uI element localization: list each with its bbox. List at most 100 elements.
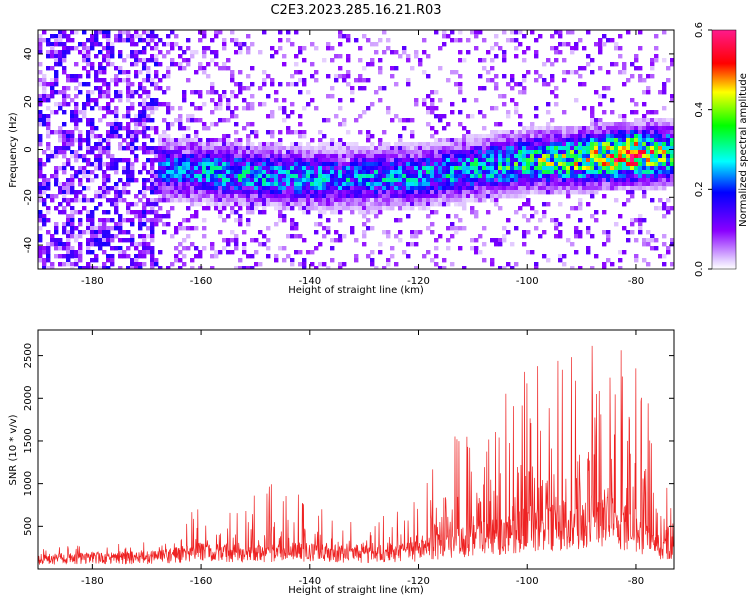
heatmap-cell-1363 bbox=[210, 150, 215, 155]
heatmap-cell-3242 bbox=[506, 138, 511, 143]
heatmap-cell-4260 bbox=[666, 146, 671, 151]
heatmap-cell-1223 bbox=[190, 154, 195, 159]
heatmap-cell-236 bbox=[66, 142, 71, 147]
heatmap-cell-1692 bbox=[254, 202, 259, 207]
heatmap-cell-1014 bbox=[162, 90, 167, 95]
heatmap-cell-2403 bbox=[366, 254, 371, 259]
heatmap-cell-46 bbox=[42, 94, 47, 99]
heatmap-cell-2809 bbox=[434, 202, 439, 207]
heatmap-cell-1565 bbox=[238, 86, 243, 91]
heatmap-cell-3940 bbox=[618, 122, 623, 127]
heatmap-cell-2494 bbox=[382, 182, 387, 187]
heatmap-cell-1145 bbox=[178, 194, 183, 199]
heatmap-cell-558 bbox=[106, 62, 111, 67]
heatmap-cell-1026 bbox=[162, 166, 167, 171]
heatmap-cell-393 bbox=[86, 130, 91, 135]
heatmap-cell-1980 bbox=[302, 78, 307, 83]
heatmap-cell-3666 bbox=[574, 126, 579, 131]
heatmap-cell-3271 bbox=[510, 150, 515, 155]
heatmap-cell-2633 bbox=[406, 178, 411, 183]
heatmap-cell-1019 bbox=[162, 138, 167, 143]
heatmap-cell-984 bbox=[158, 50, 163, 55]
heatmap-cell-4237 bbox=[662, 162, 667, 167]
heatmap-cell-4129 bbox=[646, 142, 651, 147]
heatmap-cell-3957 bbox=[618, 214, 623, 219]
heatmap-cell-903 bbox=[146, 226, 151, 231]
heatmap-cell-2519 bbox=[386, 190, 391, 195]
heatmap-cell-2247 bbox=[342, 186, 347, 191]
heatmap-cell-4070 bbox=[638, 126, 643, 131]
heatmap-cell-1548 bbox=[234, 186, 239, 191]
heatmap-cell-2460 bbox=[378, 142, 383, 147]
heatmap-cell-3500 bbox=[546, 158, 551, 163]
heatmap-cell-496 bbox=[98, 146, 103, 151]
heatmap-cell-3720 bbox=[582, 126, 587, 131]
heatmap-cell-2270 bbox=[346, 170, 351, 175]
heatmap-cell-767 bbox=[130, 234, 135, 239]
heatmap-cell-317 bbox=[74, 226, 79, 231]
heatmap-cell-381 bbox=[86, 54, 91, 59]
heatmap-cell-1101 bbox=[174, 138, 179, 143]
heatmap-cell-423 bbox=[90, 66, 95, 71]
heatmap-cell-1688 bbox=[254, 186, 259, 191]
heatmap-cell-445 bbox=[90, 238, 95, 243]
heatmap-cell-3579 bbox=[558, 170, 563, 175]
heatmap-cell-2943 bbox=[458, 110, 463, 115]
heatmap-cell-554 bbox=[106, 46, 111, 51]
heatmap-cell-2204 bbox=[338, 98, 343, 103]
heatmap-cell-2232 bbox=[342, 74, 347, 79]
heatmap-cell-1121 bbox=[174, 258, 179, 263]
heatmap-cell-3795 bbox=[594, 130, 599, 135]
heatmap-cell-229 bbox=[66, 78, 71, 83]
heatmap-cell-4268 bbox=[666, 178, 671, 183]
heatmap-cell-1643 bbox=[246, 218, 251, 223]
heatmap-cell-3039 bbox=[474, 142, 479, 147]
snr-y-tick-label-0: 500 bbox=[23, 517, 34, 536]
heatmap-cell-469 bbox=[94, 174, 99, 179]
heatmap-cell-4196 bbox=[654, 238, 659, 243]
heatmap-cell-405 bbox=[86, 198, 91, 203]
heatmap-cell-3136 bbox=[490, 138, 495, 143]
heatmap-cell-3847 bbox=[602, 134, 607, 139]
heatmap-cell-488 bbox=[98, 86, 103, 91]
heatmap-cell-47 bbox=[42, 98, 47, 103]
heatmap-cell-2111 bbox=[322, 182, 327, 187]
heatmap-cell-2149 bbox=[330, 58, 335, 63]
heatmap-cell-878 bbox=[146, 38, 151, 43]
heatmap-cell-480 bbox=[94, 266, 99, 269]
heatmap-cell-1404 bbox=[214, 194, 219, 199]
heatmap-cell-1932 bbox=[294, 154, 299, 159]
heatmap-cell-3329 bbox=[518, 170, 523, 175]
heatmap-cell-1727 bbox=[262, 150, 267, 155]
heatmap-cell-1137 bbox=[178, 162, 183, 167]
heatmap-cell-1413 bbox=[218, 98, 223, 103]
heatmap-cell-4100 bbox=[642, 138, 647, 143]
heatmap-cell-1306 bbox=[202, 122, 207, 127]
heatmap-cell-103 bbox=[50, 46, 55, 51]
heatmap-cell-1718 bbox=[258, 242, 263, 247]
heatmap-cell-3392 bbox=[530, 122, 535, 127]
heatmap-cell-34 bbox=[38, 238, 43, 243]
heatmap-cell-100 bbox=[46, 266, 51, 269]
heatmap-cell-4002 bbox=[626, 174, 631, 179]
heatmap-cell-3453 bbox=[538, 166, 543, 171]
heatmap-cell-4214 bbox=[658, 178, 663, 183]
heatmap-cell-673 bbox=[118, 222, 123, 227]
heatmap-cell-1947 bbox=[294, 234, 299, 239]
heatmap-cell-2787 bbox=[430, 258, 435, 263]
heatmap-cell-3476 bbox=[542, 170, 547, 175]
heatmap-cell-1532 bbox=[234, 106, 239, 111]
heatmap-cell-1038 bbox=[166, 34, 171, 39]
heatmap-cell-2923 bbox=[454, 170, 459, 175]
heatmap-cell-2435 bbox=[374, 150, 379, 155]
heatmap-cell-2215 bbox=[338, 170, 343, 175]
heatmap-cell-1102 bbox=[174, 142, 179, 147]
heatmap-cell-4041 bbox=[634, 118, 639, 123]
heatmap-cell-3183 bbox=[494, 242, 499, 247]
heatmap-cell-2606 bbox=[402, 162, 407, 167]
heatmap-cell-96 bbox=[46, 246, 51, 251]
heatmap-cell-4273 bbox=[666, 246, 671, 251]
heatmap-cell-2457 bbox=[378, 86, 383, 91]
heatmap-cell-3770 bbox=[590, 130, 595, 135]
heatmap-cell-3510 bbox=[546, 258, 551, 263]
